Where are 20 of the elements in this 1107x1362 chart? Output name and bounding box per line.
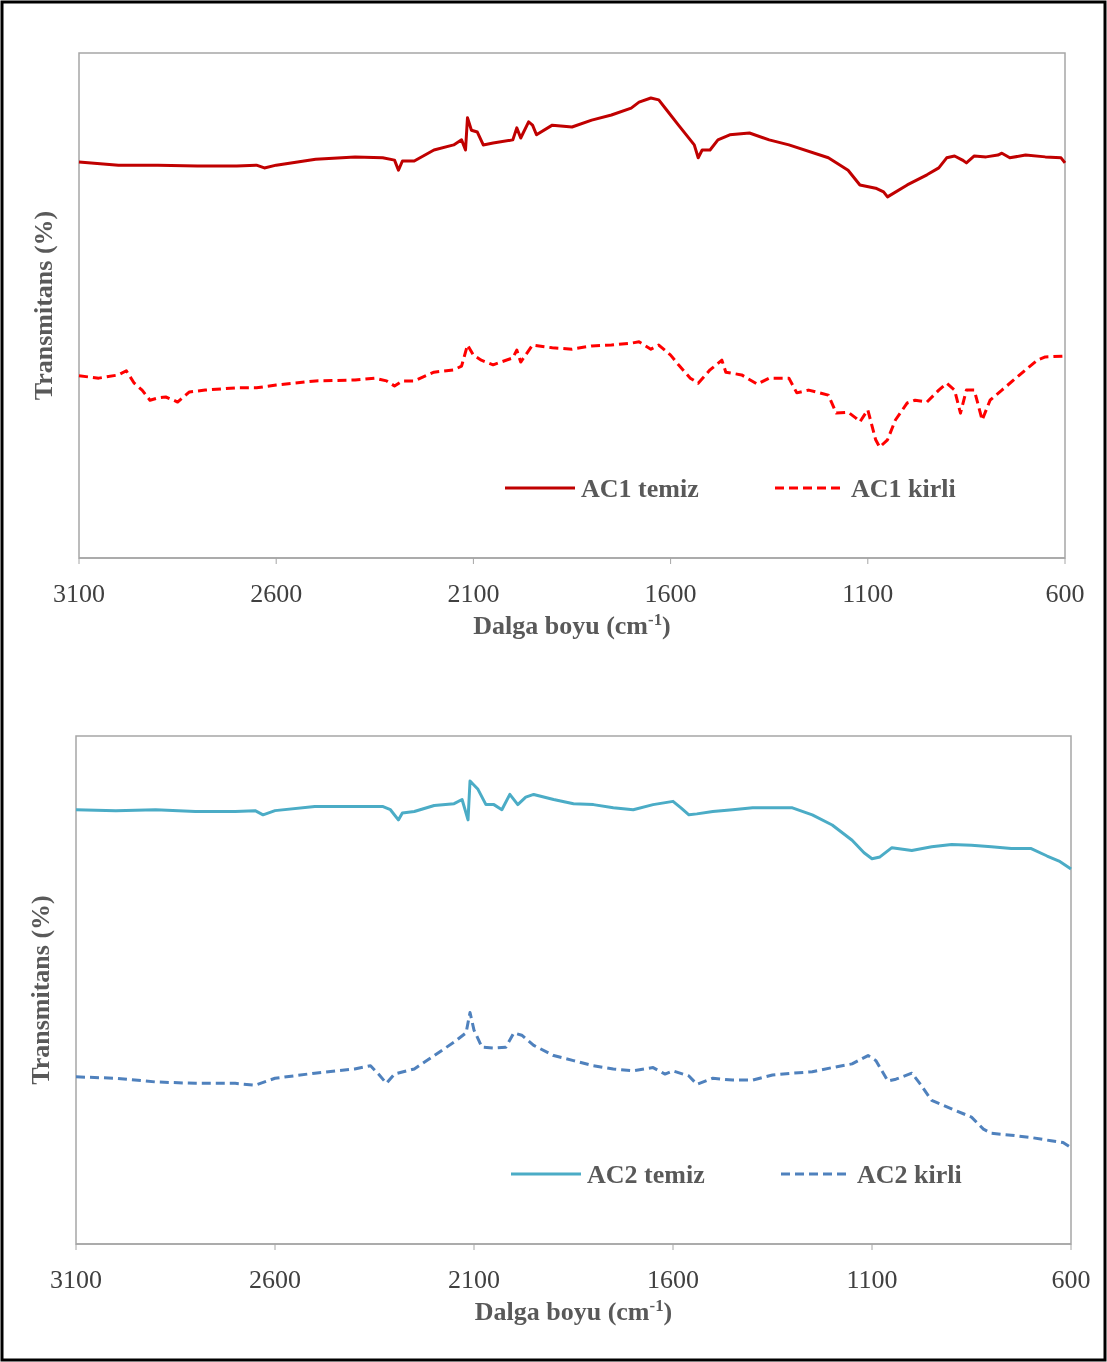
x-tick-label: 2600	[249, 1265, 301, 1294]
x-tick-label: 2600	[250, 579, 303, 608]
x-tick-label: 3100	[50, 1265, 102, 1294]
x-tick-label: 1600	[644, 579, 697, 608]
legend-label: AC2 kirli	[857, 1160, 962, 1189]
legend-label: AC1 temiz	[581, 474, 699, 503]
legend-label: AC1 kirli	[851, 474, 956, 503]
legend-label: AC2 temiz	[587, 1160, 705, 1189]
x-tick-label: 2100	[448, 1265, 500, 1294]
x-tick-label: 3100	[53, 579, 105, 608]
x-tick-label: 600	[1051, 1265, 1091, 1294]
x-tick-label: 1100	[842, 579, 894, 608]
x-tick-label: 2100	[447, 579, 500, 608]
x-tick-label: 1100	[846, 1265, 898, 1294]
y-axis-title: Transmitans (%)	[29, 210, 58, 401]
x-axis-title: Dalga boyu (cm$^{-1}$)	[474, 1295, 673, 1326]
x-tick-label: 600	[1045, 579, 1085, 608]
x-tick-label: 1600	[647, 1265, 699, 1294]
x-axis-title: Dalga boyu (cm$^{-1}$)	[473, 609, 671, 640]
y-axis-title: Transmitans (%)	[26, 895, 55, 1085]
